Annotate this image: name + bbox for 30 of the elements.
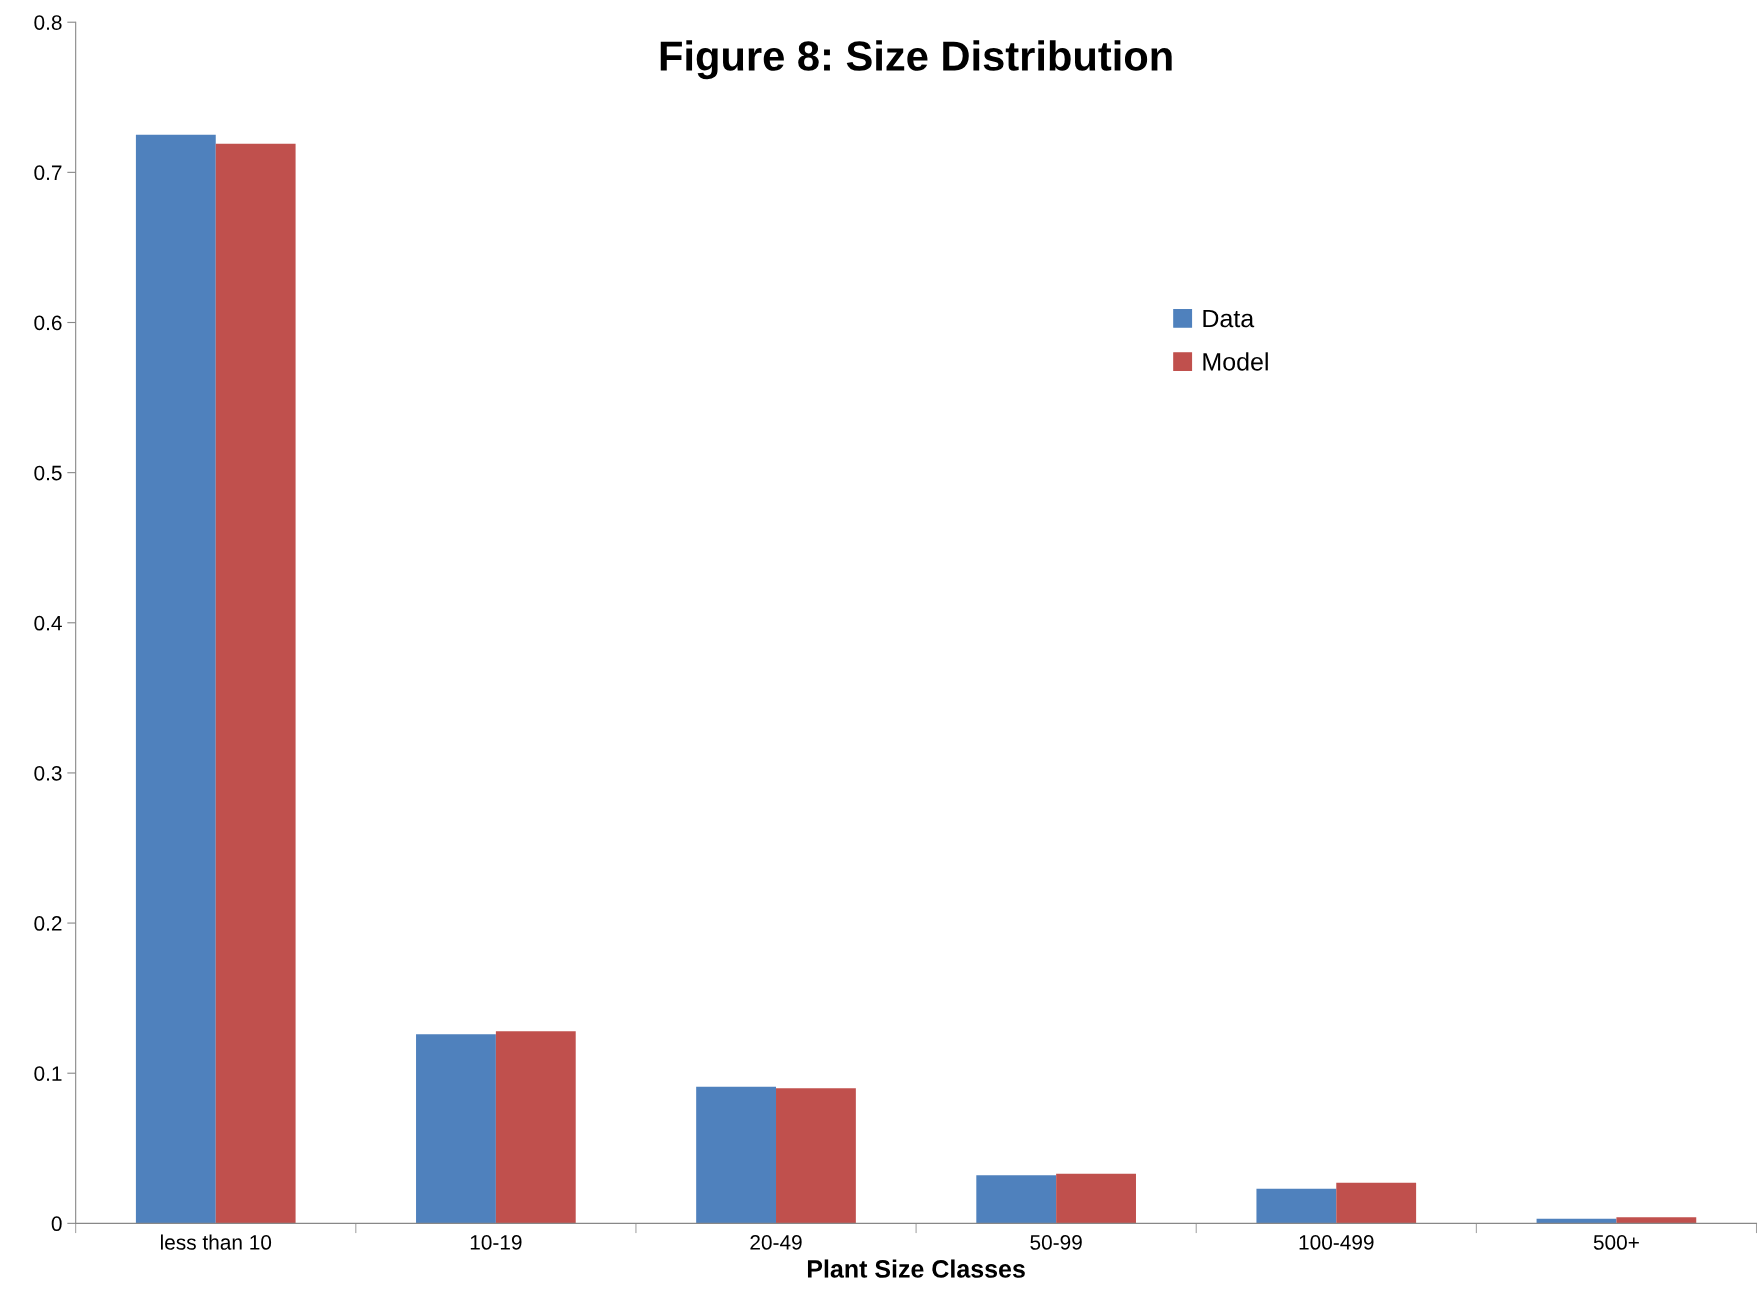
x-tick-label: 10-19	[470, 1235, 522, 1250]
y-tick-label: 0.8	[34, 15, 62, 30]
bar	[1616, 1217, 1697, 1224]
y-tick-label: 0.3	[34, 765, 62, 781]
bar	[215, 143, 296, 1224]
x-tick-label: 500+	[1593, 1235, 1639, 1250]
y-tick-label: 0.6	[34, 315, 62, 331]
x-tick-label: 20-49	[750, 1235, 802, 1250]
x-tick-label: 50-99	[1030, 1235, 1082, 1250]
bar	[135, 134, 216, 1224]
bar	[976, 1175, 1057, 1224]
y-tick-label: 0.1	[34, 1066, 62, 1081]
bar	[1056, 1173, 1136, 1224]
y-tick-label: 0	[51, 1216, 62, 1232]
y-tick-label: 0.4	[34, 615, 62, 631]
bar	[776, 1088, 856, 1224]
bar	[696, 1086, 777, 1224]
x-axis-title: Plant Size Classes	[807, 1259, 1025, 1278]
chart-title: Figure 8: Size Distribution	[660, 40, 1172, 80]
bar	[1256, 1188, 1337, 1224]
legend-label: Model	[1203, 352, 1268, 371]
legend-label: Data	[1203, 309, 1255, 328]
bar	[416, 1034, 496, 1224]
y-tick-label: 0.7	[34, 165, 62, 181]
bar	[1336, 1182, 1417, 1224]
x-tick-label: less than 10	[160, 1234, 272, 1250]
y-tick-label: 0.5	[34, 465, 62, 481]
x-tick-label: 100-499	[1299, 1235, 1374, 1250]
y-tick-label: 0.2	[34, 916, 62, 931]
bar	[495, 1031, 576, 1224]
